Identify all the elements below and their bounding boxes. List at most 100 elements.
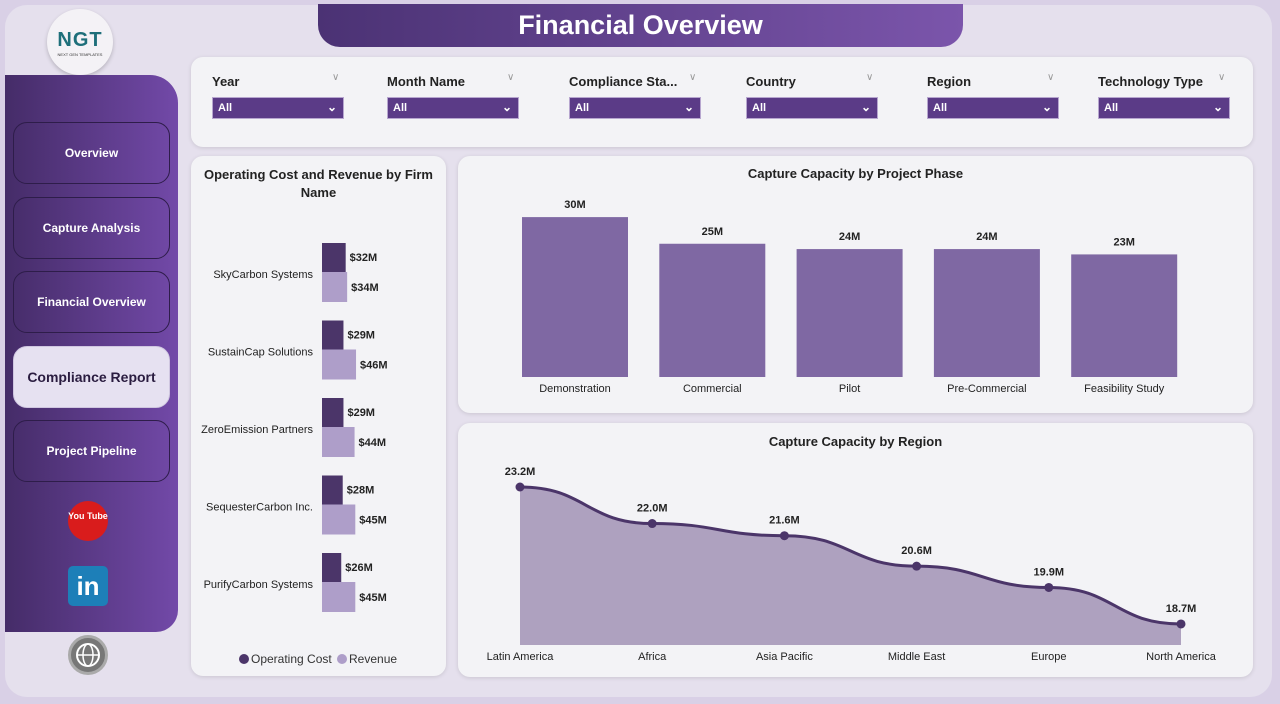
- legend-operating-cost: Operating Cost: [251, 652, 332, 666]
- phase-bar[interactable]: [796, 249, 903, 377]
- logo: NGT NEXT GEN TEMPLATES: [47, 9, 113, 75]
- filter-label: Technology Type: [1098, 74, 1203, 89]
- legend-marker: [239, 654, 249, 664]
- data-label: $45M: [359, 515, 387, 527]
- category-label: SustainCap Solutions: [208, 347, 314, 359]
- chevron-down-icon[interactable]: ∨: [1047, 72, 1055, 83]
- chevron-down-icon[interactable]: ∨: [866, 72, 874, 83]
- page-title: Financial Overview: [318, 4, 963, 47]
- data-point[interactable]: [912, 561, 922, 571]
- category-label: Pre-Commercial: [947, 383, 1026, 395]
- chart-title: Capture Capacity by Region: [768, 434, 943, 449]
- category-label: Asia Pacific: [756, 651, 813, 663]
- category-label: SequesterCarbon Inc.: [206, 502, 313, 514]
- globe-icon[interactable]: [68, 635, 108, 675]
- chevron-down-icon: ⌄: [501, 100, 512, 114]
- nav-overview[interactable]: Overview: [13, 122, 170, 184]
- data-label: 22.0M: [637, 503, 668, 515]
- legend-revenue: Revenue: [349, 652, 397, 666]
- revenue-bar[interactable]: [322, 582, 356, 612]
- chevron-down-icon[interactable]: ∨: [332, 72, 340, 83]
- data-label: 25M: [702, 226, 723, 238]
- category-label: Europe: [1031, 651, 1066, 663]
- filter-label: Month Name: [387, 74, 465, 89]
- filter-label: Region: [927, 74, 972, 89]
- category-label: Middle East: [888, 651, 945, 663]
- data-label: $29M: [347, 407, 375, 419]
- phase-bar[interactable]: [659, 243, 766, 377]
- data-label: $46M: [360, 360, 388, 372]
- revenue-bar[interactable]: [322, 272, 348, 302]
- filter-dropdown[interactable]: All ⌄: [746, 97, 878, 119]
- category-label: PurifyCarbon Systems: [204, 579, 314, 591]
- filter-label: Country: [746, 74, 796, 89]
- chart-title: Capture Capacity by Project Phase: [747, 166, 964, 181]
- filter-panel: [191, 57, 1253, 147]
- filter-dropdown[interactable]: All ⌄: [212, 97, 344, 119]
- phase-bar[interactable]: [1071, 254, 1178, 377]
- filter-dropdown[interactable]: All ⌄: [1098, 97, 1230, 119]
- data-label: 24M: [976, 231, 997, 243]
- chevron-down-icon[interactable]: ∨: [507, 72, 515, 83]
- data-label: 20.6M: [901, 545, 932, 557]
- data-label: $28M: [347, 485, 375, 497]
- chevron-down-icon: ⌄: [683, 100, 694, 114]
- revenue-bar[interactable]: [322, 427, 355, 457]
- phase-bar[interactable]: [933, 249, 1040, 377]
- operating-cost-bar[interactable]: [322, 320, 344, 350]
- chart-title: Operating Cost and Revenue by Firm Name: [204, 167, 433, 200]
- category-label: North America: [1146, 651, 1217, 663]
- nav-project-pipeline[interactable]: Project Pipeline: [13, 420, 170, 482]
- operating-cost-bar[interactable]: [322, 398, 344, 427]
- chevron-down-icon[interactable]: ∨: [689, 72, 697, 83]
- data-label: 24M: [839, 231, 860, 243]
- data-point[interactable]: [515, 482, 525, 492]
- category-label: Latin America: [487, 651, 555, 663]
- operating-cost-bar[interactable]: [322, 475, 343, 505]
- nav-capture-analysis[interactable]: Capture Analysis: [13, 197, 170, 259]
- data-point[interactable]: [647, 519, 657, 529]
- operating-cost-bar[interactable]: [322, 553, 342, 582]
- phase-bar[interactable]: [522, 217, 628, 377]
- category-label: Africa: [638, 651, 667, 663]
- category-label: ZeroEmission Partners: [201, 424, 313, 436]
- chevron-down-icon: ⌄: [860, 100, 871, 114]
- area-fill: [520, 487, 1181, 645]
- data-label: $32M: [350, 252, 378, 264]
- chevron-down-icon: ⌄: [1212, 100, 1223, 114]
- data-label: 23.2M: [505, 466, 536, 478]
- data-point[interactable]: [1044, 582, 1054, 592]
- data-label: 30M: [564, 199, 585, 211]
- revenue-bar[interactable]: [322, 504, 356, 535]
- legend-marker: [337, 654, 347, 664]
- filter-label: Year: [212, 74, 240, 89]
- data-label: 21.6M: [769, 515, 800, 527]
- linkedin-icon[interactable]: in: [68, 566, 108, 606]
- category-label: Commercial: [683, 383, 742, 395]
- nav-financial-overview[interactable]: Financial Overview: [13, 271, 170, 333]
- filter-dropdown[interactable]: All ⌄: [927, 97, 1059, 119]
- data-label: $44M: [359, 437, 387, 449]
- revenue-bar[interactable]: [322, 349, 357, 380]
- nav-compliance-report[interactable]: Compliance Report: [13, 346, 170, 408]
- chevron-down-icon: ⌄: [1041, 100, 1052, 114]
- chevron-down-icon[interactable]: ∨: [1218, 72, 1226, 83]
- category-label: Demonstration: [539, 383, 611, 395]
- operating-cost-bar[interactable]: [322, 243, 346, 272]
- filter-dropdown[interactable]: All ⌄: [387, 97, 519, 119]
- data-label: $45M: [359, 592, 387, 604]
- data-label: $26M: [345, 562, 373, 574]
- youtube-icon[interactable]: You Tube: [68, 501, 108, 541]
- operating-cost-revenue-panel: Operating Cost and Revenue by Firm Name: [191, 156, 446, 676]
- data-point[interactable]: [779, 531, 789, 541]
- data-label: 23M: [1113, 236, 1134, 248]
- data-label: $34M: [351, 282, 379, 294]
- chevron-down-icon: ⌄: [326, 100, 337, 114]
- category-label: Feasibility Study: [1084, 383, 1165, 395]
- data-point[interactable]: [1176, 619, 1186, 629]
- filter-dropdown[interactable]: All ⌄: [569, 97, 701, 119]
- category-label: SkyCarbon Systems: [213, 269, 313, 281]
- category-label: Pilot: [839, 383, 860, 395]
- data-label: $29M: [347, 330, 375, 342]
